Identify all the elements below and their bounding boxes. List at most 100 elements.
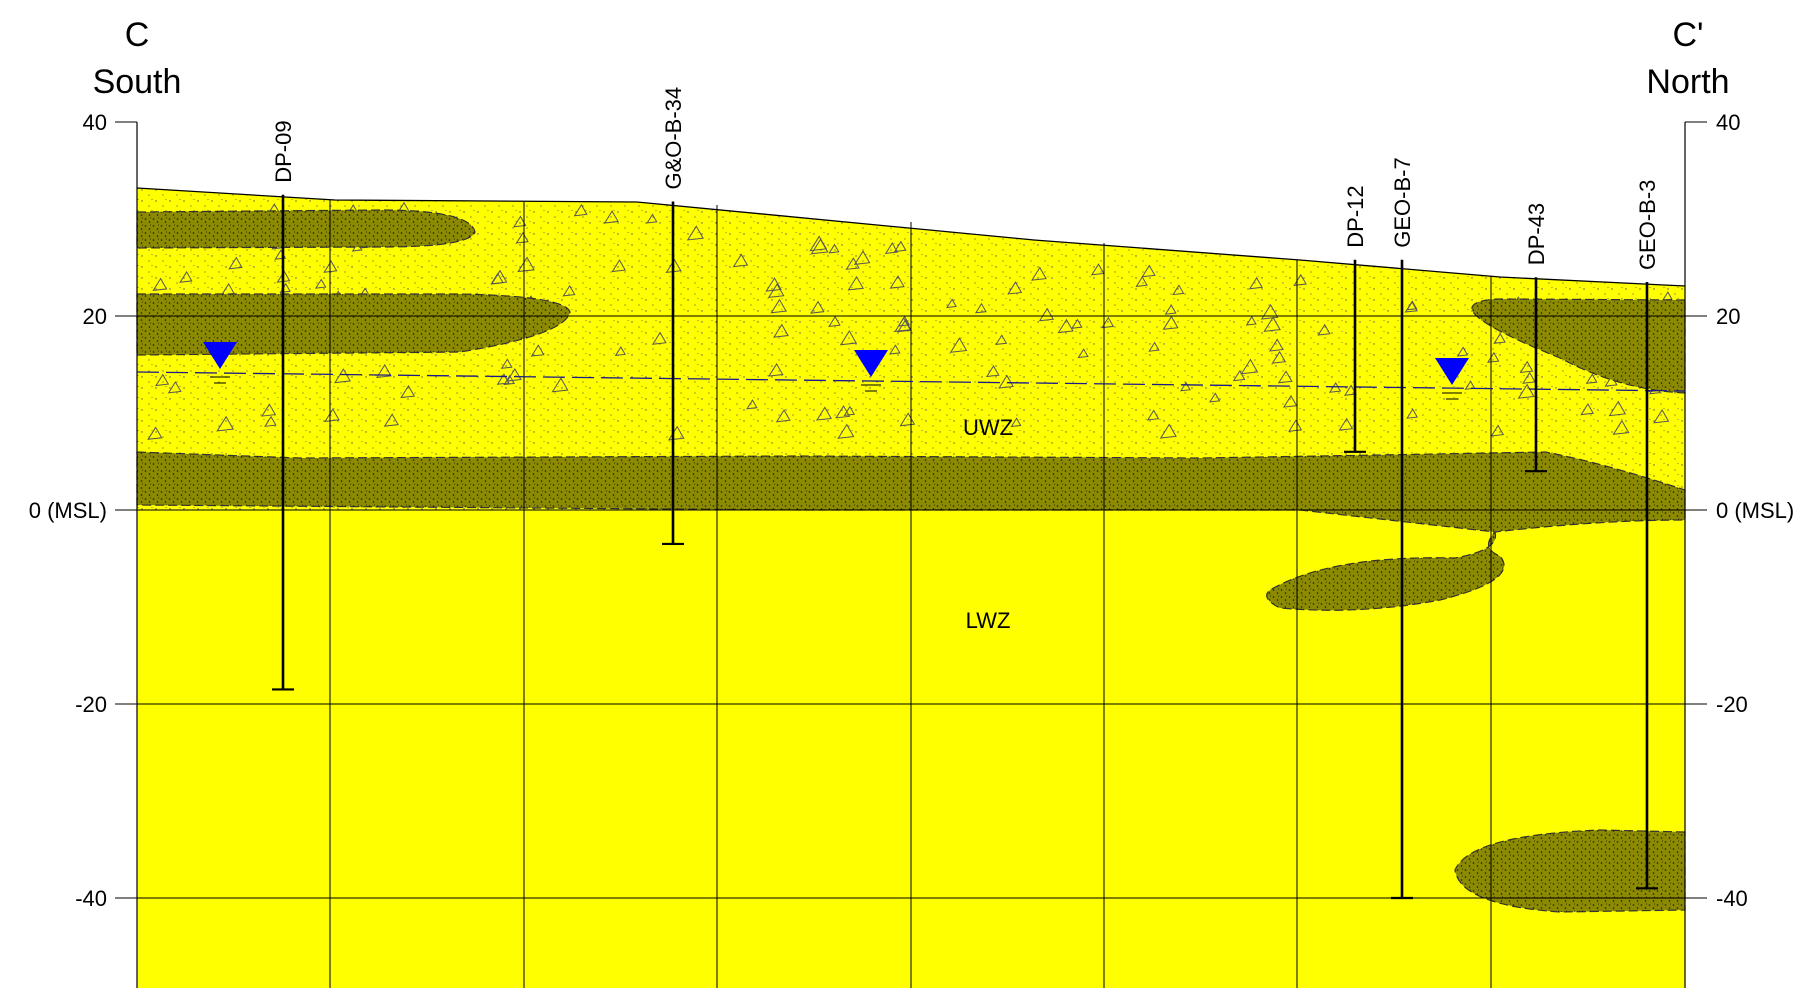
section-start-letter: C [125, 16, 150, 54]
gravel-mark [998, 374, 1014, 389]
boring-1: G&O-B-34 [661, 87, 686, 546]
gravel-mark [1208, 392, 1221, 403]
gravel-mark [889, 275, 905, 289]
gravel-mark [1172, 284, 1185, 296]
boring-label: DP-12 [1343, 185, 1368, 247]
gravel-mark [897, 319, 912, 333]
gravel-mark [1338, 417, 1354, 431]
section-end-letter: C' [1672, 16, 1703, 54]
gravel-mark [1245, 315, 1257, 326]
elevation-label-left-minus-40: -40 [75, 886, 107, 911]
section-end-direction: North [1646, 63, 1729, 101]
gravel-mark [152, 277, 168, 292]
gravel-mark [515, 231, 529, 244]
silt-lens-middle-south-texture [137, 294, 570, 355]
gravel-mark [1164, 304, 1177, 315]
gravel-mark [400, 384, 416, 399]
water-table-triangle-icon [1435, 358, 1469, 385]
gravel-mark [506, 367, 522, 382]
gravel-mark [1179, 381, 1191, 392]
zone-label-lwz: LWZ [966, 608, 1011, 633]
gravel-mark [767, 283, 785, 299]
water-table-symbol-3 [1435, 358, 1469, 400]
gravel-mark [611, 259, 627, 273]
gravel-mark [1585, 373, 1598, 384]
gravel-mark [603, 210, 619, 224]
borings: DP-09 G&O-B-34 DP-12 GEO-B-7 DP-43 GEO-B-3 [271, 87, 1660, 900]
gravel-mark [383, 413, 399, 427]
ground-surface [136, 187, 1686, 287]
gravel-mark [843, 405, 856, 416]
gravel-mark [1038, 307, 1055, 322]
gravel-mark [1268, 338, 1284, 352]
boring-4: DP-43 [1524, 203, 1549, 473]
gravel-mark [375, 363, 392, 379]
gravel-mark [614, 346, 626, 357]
gravel-mark [775, 409, 791, 423]
gravel-mark [847, 275, 864, 291]
gravel-mark [845, 257, 860, 270]
gravel-mark [888, 344, 901, 355]
gravel-mark [1101, 316, 1115, 329]
elevation-label-left-40: 40 [83, 110, 107, 135]
gravel-mark [1456, 346, 1469, 357]
gravel-mark [179, 270, 193, 283]
gravel-mark [828, 315, 841, 328]
gravel-mark [1071, 318, 1083, 329]
gravel-mark [732, 253, 749, 268]
gravel-mark [1464, 380, 1476, 390]
gravel-mark [496, 373, 510, 385]
gravel-mark [809, 300, 825, 314]
gravel-mark [1406, 408, 1418, 419]
gravel-mark [1031, 266, 1047, 281]
water-table-symbol-2 [854, 350, 888, 392]
gravel-mark [551, 377, 569, 393]
gravel-mark [1090, 263, 1105, 276]
gravel-mark [1159, 423, 1177, 439]
gravel-mark [839, 330, 857, 346]
boring-label: G&O-B-34 [661, 87, 686, 190]
boring-0: DP-09 [271, 120, 296, 691]
gravel-mark [828, 243, 840, 254]
gravel-mark [816, 406, 833, 421]
gravel-mark [1612, 419, 1630, 435]
gravel-mark [884, 242, 899, 254]
gravel-mark [314, 278, 327, 289]
gravel-mark [228, 256, 243, 270]
water-table-line [136, 371, 1686, 392]
elevation-label-right-40: 40 [1716, 110, 1740, 135]
gravel-mark [147, 426, 163, 440]
boring-label: GEO-B-7 [1390, 157, 1415, 247]
gravel-mark [1232, 369, 1246, 382]
gravel-mark [1057, 318, 1074, 334]
gravel-mark [1260, 303, 1279, 320]
gravel-mark [949, 337, 968, 353]
gravel-mark [1141, 264, 1156, 278]
gravel-mark [1517, 383, 1535, 399]
elevation-label-left-0: 0 (MSL) [29, 498, 107, 523]
gravel-mark [651, 331, 667, 345]
boring-2: DP-12 [1343, 185, 1368, 453]
gravel-mark [261, 403, 277, 417]
gravel-mark [835, 405, 851, 419]
gravel-mark [1317, 323, 1331, 336]
gravel-mark [853, 250, 871, 265]
gravel-mark [500, 358, 513, 369]
gravel-mark [1288, 419, 1303, 432]
section-grid [115, 121, 1707, 988]
gravel-mark [517, 256, 535, 273]
gravel-mark [1263, 316, 1281, 332]
gravel-mark [1248, 276, 1263, 290]
gravel-mark [490, 272, 504, 285]
boring-label: DP-09 [271, 120, 296, 182]
gravel-mark [1282, 394, 1298, 408]
gravel-mark [1522, 371, 1536, 384]
gravel-mark [1293, 273, 1307, 286]
gravel-mark [897, 315, 911, 327]
gravel-mark [768, 362, 784, 377]
gravel-mark [1077, 348, 1089, 359]
section-start-direction: South [93, 63, 182, 101]
gravel-mark [1493, 332, 1506, 344]
gravel-mark [974, 302, 987, 314]
